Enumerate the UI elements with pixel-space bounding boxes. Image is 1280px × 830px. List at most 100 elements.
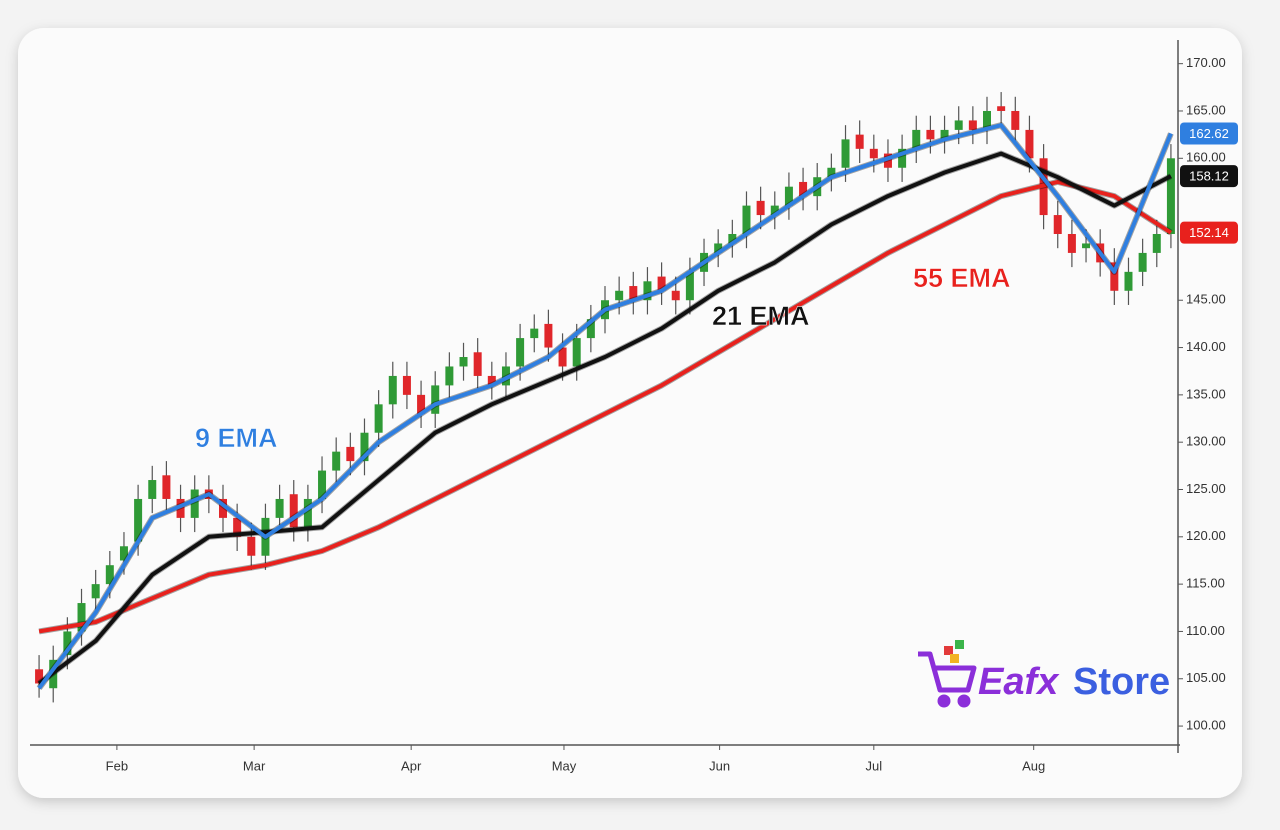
candle-body: [770, 205, 779, 216]
candle-body: [1152, 233, 1161, 253]
y-tick-label: 165.00: [1186, 102, 1226, 117]
candle-body: [1025, 129, 1034, 159]
candle-body: [473, 352, 482, 376]
candle-body: [219, 498, 227, 518]
candle-body: [586, 319, 595, 339]
price-tag: [1180, 165, 1238, 188]
x-tick-label: Mar: [243, 758, 266, 773]
candle-body: [728, 233, 737, 244]
candle-body: [275, 498, 284, 518]
candle-body: [247, 536, 256, 556]
candle-body: [516, 338, 525, 367]
y-tick-label: 125.00: [1186, 481, 1226, 496]
y-tick-label: 130.00: [1186, 434, 1226, 449]
candle-body: [1053, 215, 1062, 234]
candle-body: [983, 110, 991, 130]
candle-body: [912, 129, 921, 149]
y-tick-label: 110.00: [1186, 623, 1225, 638]
candle-body: [402, 375, 411, 395]
price-tag: [1180, 122, 1238, 145]
x-tick-label: Jul: [866, 758, 883, 773]
candle-body: [134, 498, 143, 542]
candle-body: [289, 494, 298, 528]
x-tick-label: Apr: [401, 758, 422, 773]
candle-body: [756, 200, 765, 216]
candle-body: [742, 205, 751, 234]
x-tick-label: Aug: [1022, 758, 1045, 773]
candle-body: [332, 451, 341, 471]
candle-body: [1082, 243, 1091, 249]
candle-body: [954, 120, 963, 130]
y-tick-label: 135.00: [1186, 386, 1226, 401]
candle-body: [671, 290, 680, 301]
candle-body: [190, 489, 199, 518]
price-tag-label: 152.14: [1189, 225, 1229, 240]
candle-body: [869, 148, 878, 159]
watermark-part: Store: [1073, 661, 1170, 703]
y-tick-label: 160.00: [1186, 150, 1226, 165]
candle-body: [1067, 233, 1076, 253]
candle-body: [714, 243, 723, 253]
ema-line: [37, 151, 1172, 686]
x-tick-label: May: [552, 758, 577, 773]
candle-body: [968, 120, 977, 130]
candle-body: [883, 153, 892, 168]
candle-body: [685, 271, 694, 301]
candle-body: [530, 328, 539, 339]
price-tag-label: 158.12: [1189, 169, 1229, 184]
candle-body: [346, 446, 355, 462]
candle-body: [388, 375, 397, 405]
y-tick-label: 140.00: [1186, 339, 1226, 354]
series-label: 9 EMA: [195, 423, 278, 453]
candle-body: [940, 129, 949, 140]
candle-body: [657, 276, 666, 291]
watermark: Eafx Store: [918, 640, 1170, 708]
plot: 100.00 105.00 110.00 115.00 120.00 125.00 130.…: [30, 40, 1238, 773]
candle-body: [318, 470, 327, 499]
candle-body: [445, 366, 454, 386]
x-tick-label: Jun: [709, 758, 730, 773]
y-tick-label: 100.00: [1186, 718, 1226, 733]
candle-body: [558, 347, 567, 367]
y-tick-label: 115.00: [1186, 576, 1225, 591]
series-label: 21 EMA: [712, 301, 810, 331]
price-tag: [1180, 221, 1238, 244]
candle-body: [827, 167, 836, 178]
watermark-part: Eafx: [978, 661, 1060, 703]
candle-body: [997, 106, 1006, 111]
candle-body: [1011, 110, 1020, 130]
candle-body: [105, 565, 114, 585]
candle-body: [544, 323, 553, 348]
candle-body: [643, 281, 652, 301]
candle-body: [501, 366, 510, 386]
candle-body: [1124, 271, 1133, 291]
y-tick-label: 145.00: [1186, 292, 1226, 307]
candle-body: [926, 129, 935, 140]
y-tick-label: 170.00: [1186, 55, 1226, 70]
candle-body: [148, 480, 157, 499]
candle-body: [1110, 262, 1119, 291]
candle-body: [629, 286, 638, 301]
candle-body: [1166, 158, 1175, 234]
candle-body: [841, 139, 850, 168]
candle-body: [35, 669, 44, 684]
card: [18, 28, 1242, 798]
candle-body: [63, 631, 72, 656]
candle-body: [91, 584, 100, 599]
candle-body: [119, 546, 128, 561]
candle-body: [459, 357, 468, 367]
candle-body: [162, 475, 171, 499]
candle-body: [898, 148, 907, 168]
candle-body: [303, 498, 312, 528]
candle-body: [572, 338, 581, 367]
cart-icon: [918, 640, 977, 708]
candle-body: [374, 404, 383, 433]
price-tag-label: 162.62: [1189, 126, 1229, 141]
candle-body: [176, 498, 185, 518]
candle-body: [487, 375, 496, 386]
candle-body: [233, 517, 242, 537]
x-tick-label: Feb: [106, 758, 128, 773]
candle-body: [615, 290, 624, 301]
